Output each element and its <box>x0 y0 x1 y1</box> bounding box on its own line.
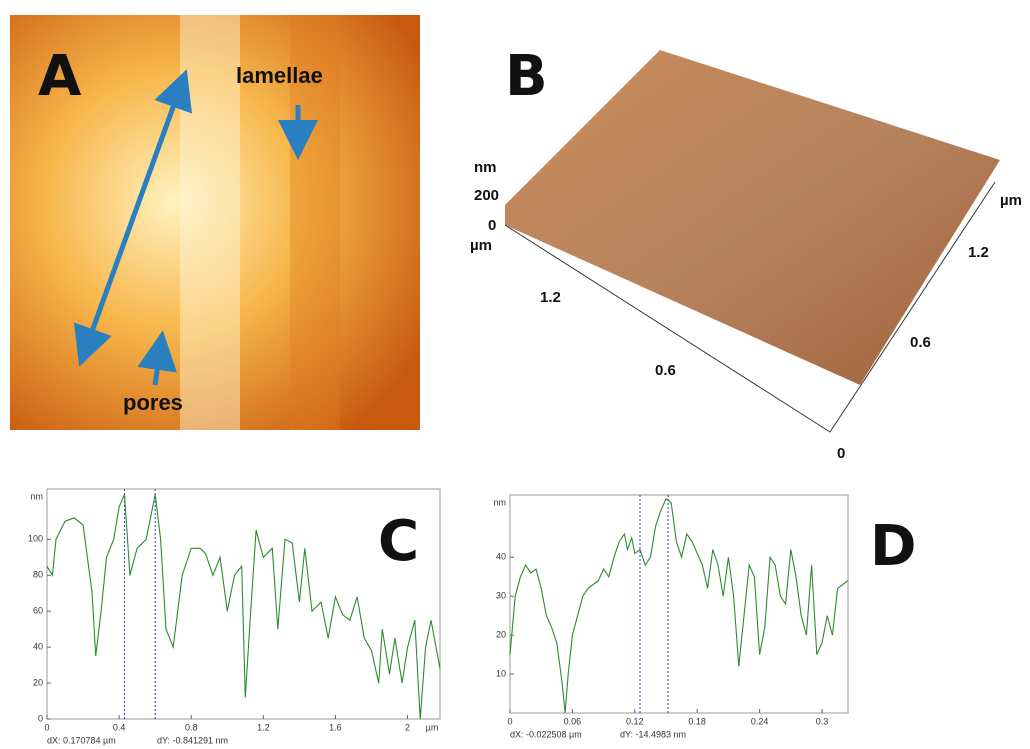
y-tick-label: 100 <box>28 534 43 544</box>
y-tick-label: 40 <box>33 642 43 652</box>
y-tick-label: 30 <box>496 591 506 601</box>
panel-label: D <box>870 514 916 579</box>
z-tick: 0 <box>488 217 496 234</box>
z-unit: nm <box>474 159 497 176</box>
y-tick-label: 10 <box>496 668 506 678</box>
x-tick-label: 0.18 <box>688 716 706 726</box>
y-tick-label: 80 <box>33 570 43 580</box>
readout: dY: -14.4983 nm <box>620 729 686 739</box>
afm-texture <box>180 15 240 430</box>
profile-c: 0 20 40 60 80 100 0 0.4 0.8 1.2 1.6 2 nm µm dX: 0.1707… <box>28 488 441 745</box>
surface-3d <box>505 50 1000 385</box>
panel-label: C <box>378 509 419 574</box>
x-tick-label: 0 <box>507 716 512 726</box>
right-unit: µm <box>1000 192 1022 209</box>
afm-texture <box>290 15 340 430</box>
profile-d: 10 20 30 40 0 0.06 0.12 0.18 0.24 0.3 nm dX: -0.022… <box>493 494 916 739</box>
arrow <box>73 69 193 367</box>
annotation: pores <box>123 390 183 415</box>
profile-line <box>509 498 849 714</box>
plot-frame <box>509 494 849 714</box>
x-tick-label: 0.12 <box>626 716 644 726</box>
y-tick-label: 60 <box>33 606 43 616</box>
left-tick: 1.2 <box>540 289 561 306</box>
y-tick-label: 40 <box>496 552 506 562</box>
x-tick-label: 0.4 <box>113 722 126 732</box>
readout: dX: 0.170784 µm <box>47 735 116 745</box>
plot-frame <box>46 488 441 720</box>
right-tick: 0.6 <box>910 334 931 351</box>
readout: dX: -0.022508 µm <box>510 729 582 739</box>
y-tick-label: 20 <box>496 630 506 640</box>
y-tick-label: 0 <box>38 713 43 723</box>
x-unit: µm <box>426 722 439 732</box>
x-tick-label: 0.24 <box>751 716 769 726</box>
left-unit: µm <box>470 237 492 254</box>
x-tick-label: 2 <box>405 722 410 732</box>
x-tick-label: 1.6 <box>329 722 342 732</box>
x-tick-label: 0.8 <box>185 722 198 732</box>
panel-label: B <box>505 44 548 109</box>
y-tick-label: 20 <box>33 677 43 687</box>
z-tick: 200 <box>474 187 499 204</box>
right-tick: 0 <box>837 445 845 462</box>
readout: dY: -0.841291 nm <box>157 735 228 745</box>
x-tick-label: 0.3 <box>816 716 829 726</box>
y-unit: nm <box>493 497 506 507</box>
profile-line <box>46 494 441 720</box>
arrow <box>137 330 177 386</box>
annotation: lamellae <box>236 63 323 88</box>
y-unit: nm <box>30 491 43 501</box>
axis-3d <box>504 181 996 433</box>
panel-label: A <box>38 44 82 109</box>
x-tick-label: 0.06 <box>564 716 582 726</box>
x-tick-label: 1.2 <box>257 722 270 732</box>
left-tick: 0.6 <box>655 362 676 379</box>
x-tick-label: 0 <box>44 722 49 732</box>
right-tick: 1.2 <box>968 244 989 261</box>
